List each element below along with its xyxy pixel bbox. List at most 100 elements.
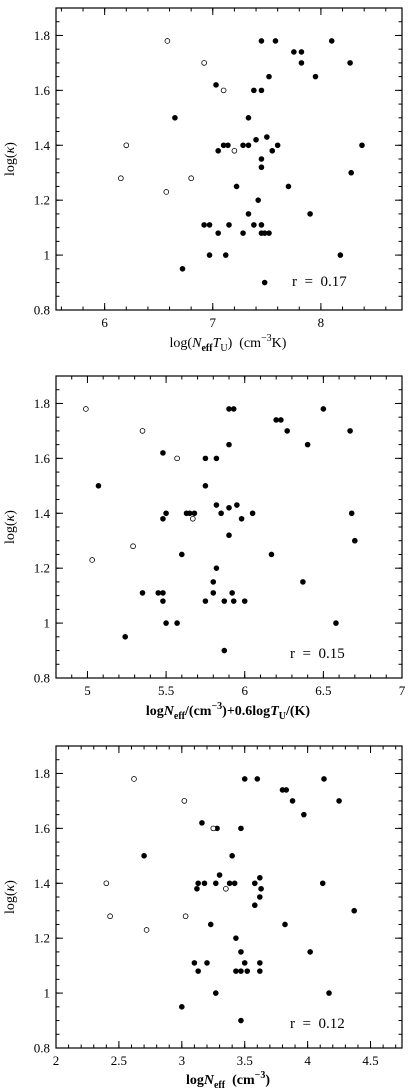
filled-data-point	[241, 960, 248, 966]
filled-data-point	[253, 136, 259, 143]
filled-data-point	[326, 990, 332, 996]
plot-frame-3	[55, 745, 403, 1049]
filled-data-point	[213, 565, 220, 571]
x-axis-label-1-u: U	[220, 343, 228, 354]
filled-data-point	[226, 504, 232, 511]
x-axis-label-1-tail: K)	[272, 336, 287, 351]
filled-data-point	[238, 949, 244, 955]
open-data-point	[103, 880, 110, 887]
filled-data-point	[255, 197, 261, 203]
filled-data-point	[241, 598, 248, 604]
y-tick-label: 1.6	[34, 451, 51, 466]
x-tick-label: 2.5	[111, 1053, 127, 1068]
open-data-point	[181, 798, 188, 804]
filled-data-point	[141, 853, 147, 859]
filled-data-point	[251, 222, 257, 228]
y-tick-label: 1.8	[34, 766, 50, 781]
y-axis-label-2-post: )	[3, 510, 18, 515]
filled-data-point	[226, 532, 232, 539]
x-axis-label-1: log(NeffTU) (cm−3K)	[170, 333, 287, 354]
filled-data-point	[348, 510, 355, 517]
x-axis-label-1-pre: log(	[170, 336, 193, 351]
filled-data-point	[233, 968, 239, 974]
x-axis-label-2: logNeff/(cm−3)+0.6logTU/(K)	[146, 701, 311, 722]
filled-data-point	[240, 142, 246, 149]
filled-data-point	[222, 252, 229, 258]
y-axis-label-3: log(κ)	[3, 880, 18, 914]
plot-frame-2	[55, 375, 403, 679]
filled-data-point	[258, 156, 265, 162]
filled-data-point	[226, 222, 232, 228]
correlation-label-1: r = 0.17	[292, 274, 347, 290]
filled-data-point	[95, 483, 102, 489]
open-data-point	[139, 428, 146, 434]
filled-data-point	[204, 960, 210, 966]
y-tick-label: 1.4	[34, 876, 51, 891]
x-axis-label-2-mid2: )+0.6log	[222, 704, 270, 719]
filled-data-point	[191, 960, 198, 966]
x-axis-label-2-eff: eff	[174, 711, 186, 722]
filled-data-point	[215, 230, 221, 236]
filled-data-point	[258, 87, 265, 94]
filled-data-point	[273, 417, 279, 423]
y-tick-label: 0.8	[34, 303, 50, 318]
filled-data-point	[347, 60, 353, 66]
ticks-1: 6 7 8 0.8 1 1.2 1.4 1.6 1.8	[34, 7, 402, 330]
x-axis-label-1-exp: −3	[261, 333, 272, 344]
filled-data-point	[210, 579, 217, 585]
points-3	[103, 776, 357, 1024]
filled-data-point	[347, 428, 353, 434]
filled-data-point	[351, 907, 357, 914]
filled-data-point	[321, 776, 327, 782]
filled-data-point	[283, 787, 290, 793]
x-axis-label-1-n: N	[191, 336, 202, 351]
y-tick-label: 1.6	[34, 821, 51, 836]
filled-data-point	[212, 990, 219, 996]
x-axis-label-3: logNeff (cm−3)	[186, 1070, 270, 1090]
open-data-point	[163, 189, 170, 195]
filled-data-point	[122, 634, 128, 640]
x-axis-label-3-exp: −3	[255, 1070, 266, 1081]
filled-data-point	[233, 183, 240, 190]
filled-data-point	[160, 515, 166, 522]
filled-data-point	[163, 510, 169, 517]
filled-data-point	[257, 894, 263, 900]
filled-data-point	[254, 776, 261, 782]
x-tick-label: 6.5	[315, 683, 331, 698]
x-axis-label-2-post: /(K)	[285, 704, 310, 719]
x-tick-label: 3.5	[237, 1053, 253, 1068]
y-tick-label: 1	[44, 986, 51, 1001]
x-axis-label-2-exp: −3	[211, 701, 222, 712]
y-tick-label: 1.6	[34, 83, 51, 98]
open-data-point	[130, 543, 136, 550]
filled-data-point	[272, 38, 279, 44]
filled-data-point	[207, 921, 214, 928]
y-axis-label-1-post: )	[3, 142, 18, 147]
filled-data-point	[172, 115, 178, 121]
x-axis-label-1-eff: eff	[201, 343, 213, 354]
x-tick-label: 6	[101, 315, 108, 330]
y-axis-label-3-pre: log(	[3, 891, 18, 914]
open-data-point	[231, 147, 238, 154]
open-data-point	[182, 913, 189, 920]
filled-data-point	[221, 647, 228, 654]
filled-data-point	[333, 620, 339, 626]
filled-data-point	[298, 49, 305, 55]
x-tick-label: 5	[84, 683, 91, 698]
filled-data-point	[244, 968, 251, 974]
filled-data-point	[245, 142, 252, 149]
x-axis-label-3-pre: log	[186, 1073, 204, 1088]
x-tick-label: 7	[210, 315, 217, 330]
filled-data-point	[210, 590, 217, 596]
filled-data-point	[229, 853, 235, 859]
filled-data-point	[174, 620, 180, 626]
filled-data-point	[229, 590, 235, 596]
filled-data-point	[186, 510, 193, 517]
open-data-point	[123, 142, 130, 149]
x-tick-label: 8	[318, 315, 325, 330]
filled-data-point	[258, 885, 264, 892]
x-axis-label-3-post: (cm	[225, 1073, 255, 1088]
y-axis-label-3-kappa: κ	[3, 884, 18, 891]
filled-data-point	[191, 510, 198, 517]
points-2	[83, 406, 358, 654]
